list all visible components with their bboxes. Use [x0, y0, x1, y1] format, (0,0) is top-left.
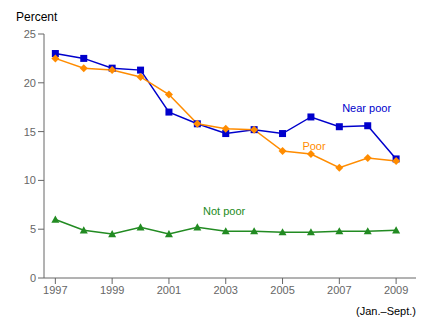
svg-text:20: 20 — [24, 77, 36, 89]
svg-text:2001: 2001 — [157, 284, 181, 296]
svg-text:2003: 2003 — [213, 284, 237, 296]
svg-text:2007: 2007 — [327, 284, 351, 296]
svg-text:10: 10 — [24, 174, 36, 186]
svg-text:25: 25 — [24, 28, 36, 40]
svg-text:2009: 2009 — [384, 284, 408, 296]
svg-text:5: 5 — [30, 223, 36, 235]
svg-text:Near poor: Near poor — [342, 102, 391, 114]
svg-text:15: 15 — [24, 126, 36, 138]
svg-text:Not poor: Not poor — [203, 205, 246, 217]
svg-text:2005: 2005 — [270, 284, 294, 296]
svg-text:0: 0 — [30, 272, 36, 284]
html-text:(Jan.–Sept.): (Jan.–Sept.) — [356, 305, 416, 317]
svg-text:1999: 1999 — [100, 284, 124, 296]
html-text:Percent: Percent — [16, 10, 58, 24]
svg-text:1997: 1997 — [43, 284, 67, 296]
svg-text:Poor: Poor — [302, 140, 326, 152]
